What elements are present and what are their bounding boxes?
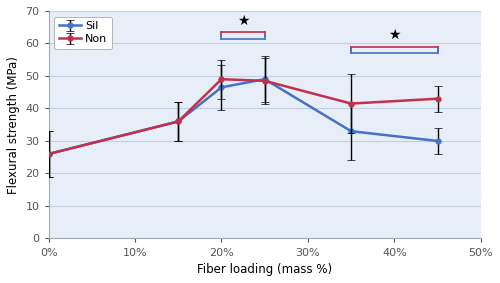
Text: ★: ★ — [388, 28, 400, 42]
Legend: Sil, Non: Sil, Non — [54, 16, 112, 49]
Text: ★: ★ — [237, 14, 250, 28]
Y-axis label: Flexural strength (MPa): Flexural strength (MPa) — [7, 56, 20, 194]
X-axis label: Fiber loading (mass %): Fiber loading (mass %) — [197, 263, 332, 276]
